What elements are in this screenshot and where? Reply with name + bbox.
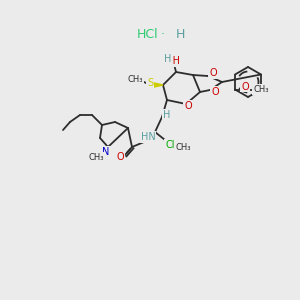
Text: S: S — [147, 78, 153, 88]
Text: O: O — [211, 87, 219, 97]
Text: O: O — [241, 82, 249, 92]
Text: O: O — [209, 68, 217, 78]
Text: HN: HN — [141, 132, 155, 142]
Text: Cl: Cl — [165, 140, 175, 150]
Text: O: O — [116, 152, 124, 162]
Text: H: H — [164, 54, 172, 64]
Text: H: H — [175, 28, 185, 41]
Text: H: H — [163, 110, 171, 120]
Text: O: O — [184, 101, 192, 111]
Text: OH: OH — [166, 56, 181, 66]
Text: CH₃: CH₃ — [88, 152, 104, 161]
Text: HCl: HCl — [137, 28, 159, 41]
Polygon shape — [150, 82, 163, 88]
Text: CH₃: CH₃ — [253, 85, 269, 94]
Text: N: N — [102, 147, 110, 157]
Text: CH₃: CH₃ — [127, 76, 143, 85]
Text: ·: · — [161, 28, 165, 41]
Text: CH₃: CH₃ — [175, 143, 191, 152]
